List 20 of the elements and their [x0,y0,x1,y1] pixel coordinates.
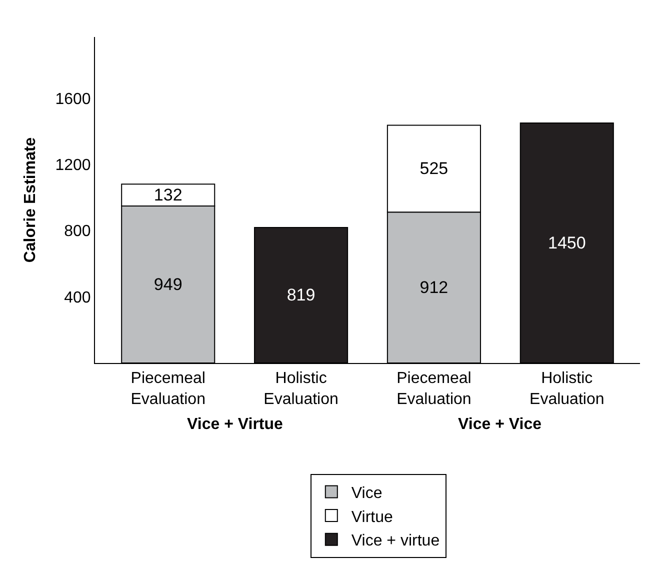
legend-label: Vice + virtue [351,532,440,550]
legend-label: Virtue [351,508,394,526]
y-tick-label: 800 [64,223,91,240]
data-label: 949 [154,274,182,294]
legend-label: Vice [351,484,382,502]
data-label: 132 [154,186,182,205]
x-tick-label: Holistic Evaluation [264,370,338,408]
x-tick-label: Holistic Evaluation [530,370,604,408]
text: Vice + Virtue [187,416,284,433]
data-label: 912 [420,278,448,298]
y-tick-label: 400 [64,289,91,306]
y-axis-title: Calorie Estimate [22,137,40,263]
data-label: 1450 [548,234,586,253]
data-label: 525 [420,159,448,178]
x-tick-label: Piecemeal Evaluation [396,370,472,408]
data-label: 819 [286,286,316,305]
x-tick-label: Piecemeal Evaluation [130,370,206,408]
y-tick-label: 1600 [55,90,91,108]
y-tick-label: 1200 [55,157,91,174]
text: Vice + Vice [458,416,542,433]
